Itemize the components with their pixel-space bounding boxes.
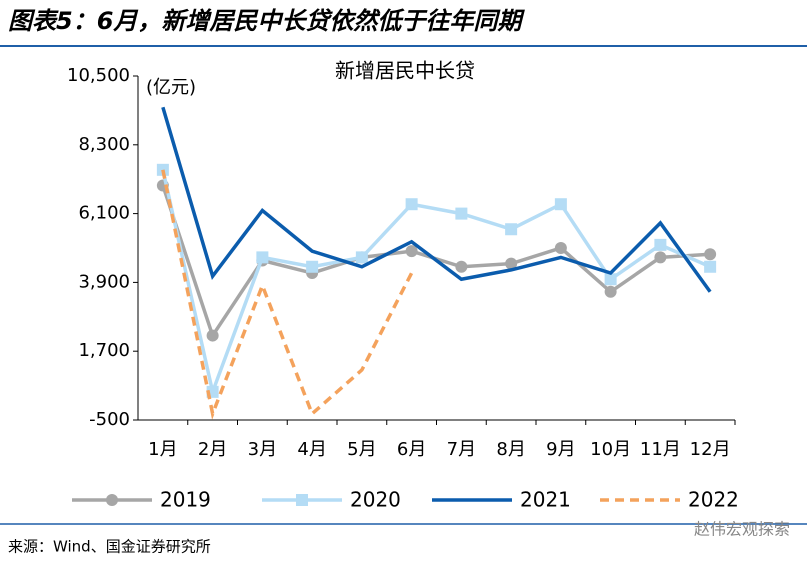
unit-label: (亿元) [146,77,196,98]
series-marker [654,251,667,264]
legend-label: 2020 [350,488,401,512]
x-tick-label: 3月 [248,439,277,460]
series-marker [604,273,617,286]
page-title: 图表5：6月，新增居民中长贷依然低于往年同期 [8,7,525,35]
series-marker [405,245,418,258]
series-line [161,169,711,399]
series-marker [505,223,518,236]
x-tick-label: 6月 [397,439,426,460]
series-marker [554,198,567,211]
series-marker [256,251,269,264]
x-tick-label: 5月 [347,439,376,460]
watermark: 赵伟宏观探索 [694,520,790,539]
series-marker [604,285,617,298]
legend-label: 2019 [160,488,211,512]
series-line [161,169,414,420]
y-tick-label: -500 [89,409,130,430]
chart-title: 新增居民中长贷 [335,59,475,83]
legend-label: 2021 [520,488,571,512]
series-marker [704,260,717,273]
source: 来源：Wind、国金证券研究所 [8,538,211,556]
y-tick-label: 1,700 [78,340,130,361]
x-tick-label: 10月 [590,439,631,460]
series-marker [306,260,319,273]
legend-marker [106,494,118,506]
y-tick-label: 3,900 [78,271,130,292]
series-marker [505,257,518,270]
legend-marker [296,494,308,506]
series-marker [206,329,219,342]
x-tick-label: 11月 [640,439,681,460]
series-marker [355,251,368,264]
y-tick-label: 8,300 [78,134,130,155]
x-tick-label: 8月 [496,439,525,460]
y-tick-label: 10,500 [67,65,130,86]
x-tick-label: 1月 [148,439,177,460]
series-marker [455,207,468,220]
y-tick-label: 6,100 [78,203,130,224]
series-marker [654,238,667,251]
series-marker [455,260,468,273]
series-marker [554,242,567,254]
series-line [161,106,712,293]
legend-label: 2022 [688,488,739,512]
series-marker [704,248,717,261]
x-tick-label: 4月 [297,439,326,460]
series-marker [405,198,418,211]
x-tick-label: 7月 [447,439,476,460]
x-tick-label: 12月 [690,439,731,460]
x-tick-label: 9月 [546,439,575,460]
x-tick-label: 2月 [198,439,227,460]
